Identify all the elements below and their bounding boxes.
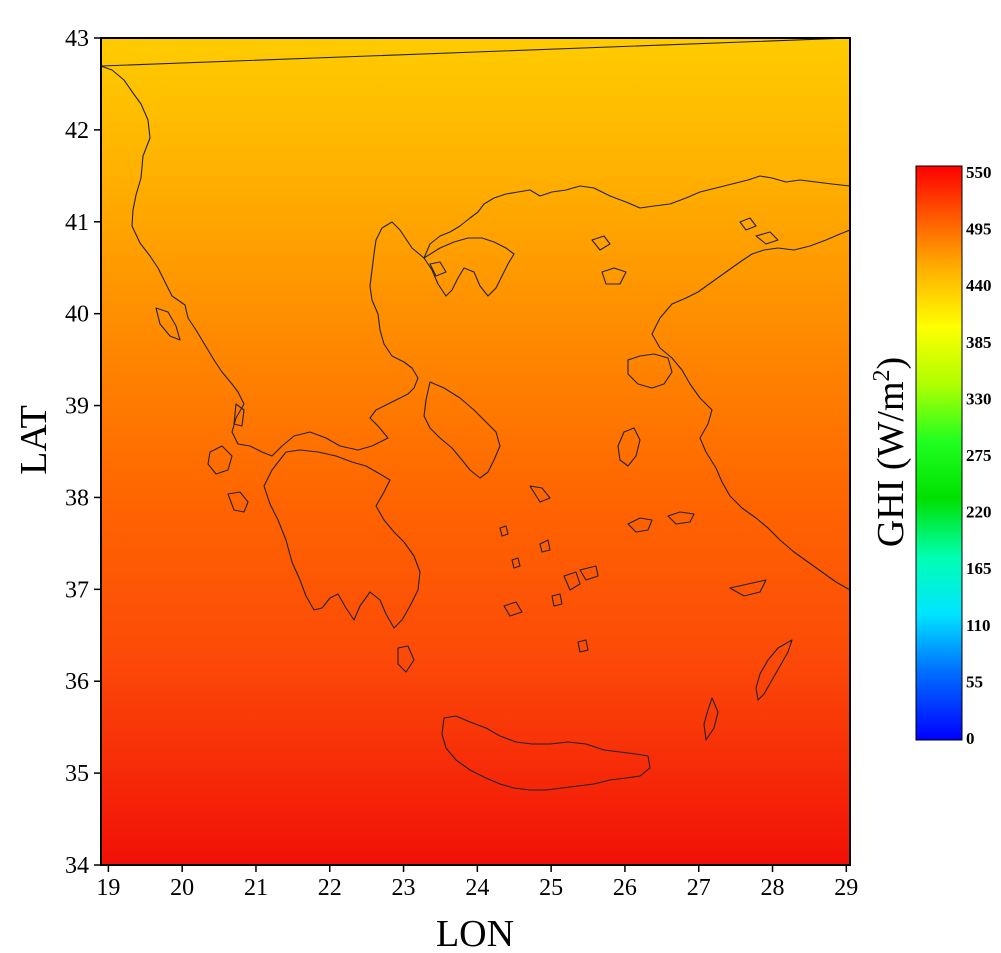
colorbar-title: GHI (W/m2) bbox=[869, 357, 912, 547]
peloponnese-coastline bbox=[263, 449, 421, 629]
colorbar-tick-label: 385 bbox=[966, 333, 992, 352]
y-tick-label: 37 bbox=[65, 577, 89, 603]
chalkidiki-coastline bbox=[423, 237, 515, 297]
colorbar-tick-label: 550 bbox=[966, 163, 992, 182]
x-tick-label: 22 bbox=[318, 875, 342, 901]
cyclades-naxos bbox=[563, 571, 581, 591]
colorbar-tick-label: 330 bbox=[966, 389, 992, 408]
x-tick-label: 21 bbox=[244, 875, 268, 901]
thassos-detail bbox=[429, 261, 447, 277]
y-tick-label: 38 bbox=[65, 485, 89, 511]
kos-coastline bbox=[729, 579, 767, 597]
samos-coastline bbox=[627, 517, 653, 533]
x-tick-label: 25 bbox=[539, 875, 563, 901]
y-tick-label: 35 bbox=[65, 761, 89, 787]
gokceada-coastline bbox=[755, 231, 779, 245]
colorbar-tick-label: 0 bbox=[966, 729, 975, 748]
lemnos-coastline bbox=[601, 267, 627, 285]
kefalonia-coastline bbox=[207, 445, 233, 475]
colorbar-ramp bbox=[915, 165, 963, 741]
corfu-coastline bbox=[155, 307, 181, 341]
cyclades-serifos bbox=[539, 539, 551, 553]
x-tick-label: 24 bbox=[465, 875, 489, 901]
y-tick-label: 34 bbox=[65, 853, 89, 879]
lefkada-coastline bbox=[233, 403, 245, 427]
anatolia-coastline bbox=[651, 229, 850, 591]
y-axis-title: LAT bbox=[13, 405, 55, 475]
cyclades-santorini bbox=[577, 639, 589, 653]
x-axis-ticks: 19 20 21 22 23 24 25 26 27 28 29 bbox=[96, 865, 858, 901]
kythira-coastline bbox=[397, 645, 415, 673]
euboea-coastline bbox=[423, 381, 501, 479]
cyclades-tinos bbox=[579, 565, 599, 581]
colorbar-tick-label: 440 bbox=[966, 276, 992, 295]
ghi-field bbox=[101, 38, 850, 865]
lesbos-coastline bbox=[627, 353, 673, 389]
map-frame bbox=[100, 37, 851, 866]
coastlines bbox=[101, 38, 850, 791]
cyclades-kea bbox=[499, 525, 509, 537]
colorbar-tick-label: 55 bbox=[966, 672, 983, 691]
colorbar-tick-label: 495 bbox=[966, 220, 992, 239]
samothrace-coastline bbox=[739, 217, 757, 231]
y-tick-label: 39 bbox=[65, 394, 89, 420]
x-tick-label: 23 bbox=[392, 875, 416, 901]
thasos-coastline bbox=[591, 235, 611, 251]
y-tick-label: 43 bbox=[65, 26, 89, 52]
ikaria-coastline bbox=[667, 511, 695, 525]
x-tick-label: 26 bbox=[613, 875, 637, 901]
x-tick-label: 29 bbox=[834, 875, 858, 901]
karpathos-coastline bbox=[703, 697, 719, 741]
rhodes-coastline bbox=[755, 639, 793, 701]
cyclades-andros bbox=[529, 485, 551, 503]
x-tick-label: 19 bbox=[96, 875, 120, 901]
y-tick-label: 41 bbox=[65, 210, 89, 236]
colorbar-tick-label: 165 bbox=[966, 559, 992, 578]
y-tick-label: 36 bbox=[65, 669, 89, 695]
colorbar-tick-label: 275 bbox=[966, 446, 992, 465]
y-tick-label: 40 bbox=[65, 302, 89, 328]
cyclades-paros bbox=[551, 593, 563, 607]
cyclades-syros bbox=[511, 557, 521, 569]
x-tick-label: 28 bbox=[761, 875, 785, 901]
colorbar-tick-label: 110 bbox=[966, 616, 991, 635]
map-plot-area: 19 20 21 22 23 24 25 26 27 28 29 34 35 36 37 38 39 40 41 4… bbox=[13, 26, 858, 953]
x-tick-label: 20 bbox=[170, 875, 194, 901]
y-tick-label: 42 bbox=[65, 118, 89, 144]
colorbar-tick-label: 220 bbox=[966, 503, 992, 522]
cyclades-milos bbox=[503, 601, 523, 617]
x-tick-label: 27 bbox=[687, 875, 711, 901]
mainland-coastline bbox=[101, 38, 850, 457]
crete-coastline bbox=[441, 715, 651, 791]
zakynthos-coastline bbox=[227, 491, 249, 513]
x-axis-title: LON bbox=[436, 913, 514, 953]
y-axis-ticks: 34 35 36 37 38 39 40 41 42 43 bbox=[65, 26, 101, 879]
chios-coastline bbox=[617, 427, 641, 467]
